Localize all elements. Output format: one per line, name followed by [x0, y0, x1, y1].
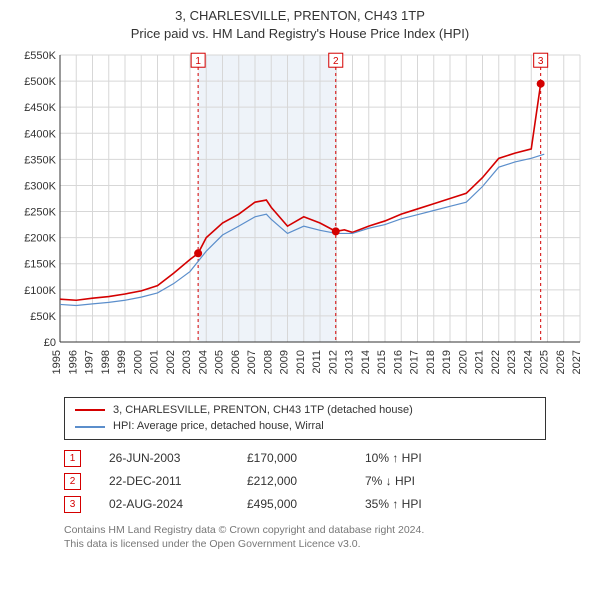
svg-text:2017: 2017	[409, 350, 421, 374]
svg-text:1997: 1997	[84, 350, 96, 374]
svg-text:2004: 2004	[197, 350, 209, 374]
svg-text:2009: 2009	[279, 350, 291, 374]
svg-text:2012: 2012	[327, 350, 339, 374]
svg-text:£300K: £300K	[24, 180, 56, 192]
event-price: £170,000	[247, 451, 337, 465]
footer-text: Contains HM Land Registry data © Crown c…	[64, 523, 588, 551]
svg-text:2016: 2016	[392, 350, 404, 374]
svg-text:2007: 2007	[246, 350, 258, 374]
event-date: 02-AUG-2024	[109, 497, 219, 511]
svg-text:2006: 2006	[230, 350, 242, 374]
svg-text:1995: 1995	[51, 350, 63, 374]
legend-label: 3, CHARLESVILLE, PRENTON, CH43 1TP (deta…	[113, 402, 413, 419]
svg-text:£350K: £350K	[24, 154, 56, 166]
chart-legend: 3, CHARLESVILLE, PRENTON, CH43 1TP (deta…	[64, 397, 546, 440]
svg-text:2019: 2019	[441, 350, 453, 374]
svg-text:2024: 2024	[522, 350, 534, 374]
svg-text:£400K: £400K	[24, 128, 56, 140]
footer-line-2: This data is licensed under the Open Gov…	[64, 537, 588, 551]
legend-swatch	[75, 426, 105, 428]
svg-text:2025: 2025	[539, 350, 551, 374]
event-table: 1 26-JUN-2003 £170,000 10% ↑ HPI 2 22-DEC-201…	[64, 450, 564, 513]
page-title: 3, CHARLESVILLE, PRENTON, CH43 1TP	[12, 8, 588, 25]
svg-text:2: 2	[333, 56, 339, 67]
svg-text:2001: 2001	[149, 350, 161, 374]
svg-text:£150K: £150K	[24, 259, 56, 271]
svg-text:2002: 2002	[165, 350, 177, 374]
svg-text:2000: 2000	[132, 350, 144, 374]
svg-text:2018: 2018	[425, 350, 437, 374]
svg-text:£50K: £50K	[30, 311, 56, 323]
event-marker-box: 3	[64, 496, 81, 513]
svg-text:£500K: £500K	[24, 76, 56, 88]
event-marker-box: 1	[64, 450, 81, 467]
legend-label: HPI: Average price, detached house, Wirr…	[113, 418, 324, 435]
svg-text:2014: 2014	[360, 350, 372, 374]
svg-text:1: 1	[195, 56, 201, 67]
event-row: 3 02-AUG-2024 £495,000 35% ↑ HPI	[64, 496, 564, 513]
svg-text:£250K: £250K	[24, 206, 56, 218]
page-subtitle: Price paid vs. HM Land Registry's House …	[12, 26, 588, 41]
svg-text:2026: 2026	[555, 350, 567, 374]
event-price: £495,000	[247, 497, 337, 511]
event-marker-box: 2	[64, 473, 81, 490]
price-chart: £0 £50K £100K £150K £200K £250K £300K £350K £400…	[12, 47, 588, 387]
legend-swatch	[75, 409, 105, 411]
svg-text:1998: 1998	[100, 350, 112, 374]
svg-text:2020: 2020	[457, 350, 469, 374]
event-diff: 10% ↑ HPI	[365, 451, 465, 465]
svg-text:2003: 2003	[181, 350, 193, 374]
svg-text:£0: £0	[44, 337, 56, 349]
event-date: 26-JUN-2003	[109, 451, 219, 465]
svg-text:£550K: £550K	[24, 50, 56, 62]
svg-text:2021: 2021	[474, 350, 486, 374]
legend-row: HPI: Average price, detached house, Wirr…	[75, 418, 535, 435]
event-date: 22-DEC-2011	[109, 474, 219, 488]
svg-text:3: 3	[538, 56, 544, 67]
svg-text:2015: 2015	[376, 350, 388, 374]
event-diff: 35% ↑ HPI	[365, 497, 465, 511]
svg-text:2011: 2011	[311, 350, 323, 374]
svg-text:2013: 2013	[344, 350, 356, 374]
event-price: £212,000	[247, 474, 337, 488]
svg-text:£200K: £200K	[24, 233, 56, 245]
svg-text:1996: 1996	[67, 350, 79, 374]
svg-text:1999: 1999	[116, 350, 128, 374]
svg-text:2027: 2027	[571, 350, 583, 374]
footer-line-1: Contains HM Land Registry data © Crown c…	[64, 523, 588, 537]
svg-text:£100K: £100K	[24, 285, 56, 297]
svg-text:£450K: £450K	[24, 102, 56, 114]
svg-text:2008: 2008	[262, 350, 274, 374]
event-row: 1 26-JUN-2003 £170,000 10% ↑ HPI	[64, 450, 564, 467]
event-row: 2 22-DEC-2011 £212,000 7% ↓ HPI	[64, 473, 564, 490]
legend-row: 3, CHARLESVILLE, PRENTON, CH43 1TP (deta…	[75, 402, 535, 419]
svg-text:2005: 2005	[214, 350, 226, 374]
svg-text:2010: 2010	[295, 350, 307, 374]
svg-text:2022: 2022	[490, 350, 502, 374]
svg-text:2023: 2023	[506, 350, 518, 374]
event-diff: 7% ↓ HPI	[365, 474, 465, 488]
